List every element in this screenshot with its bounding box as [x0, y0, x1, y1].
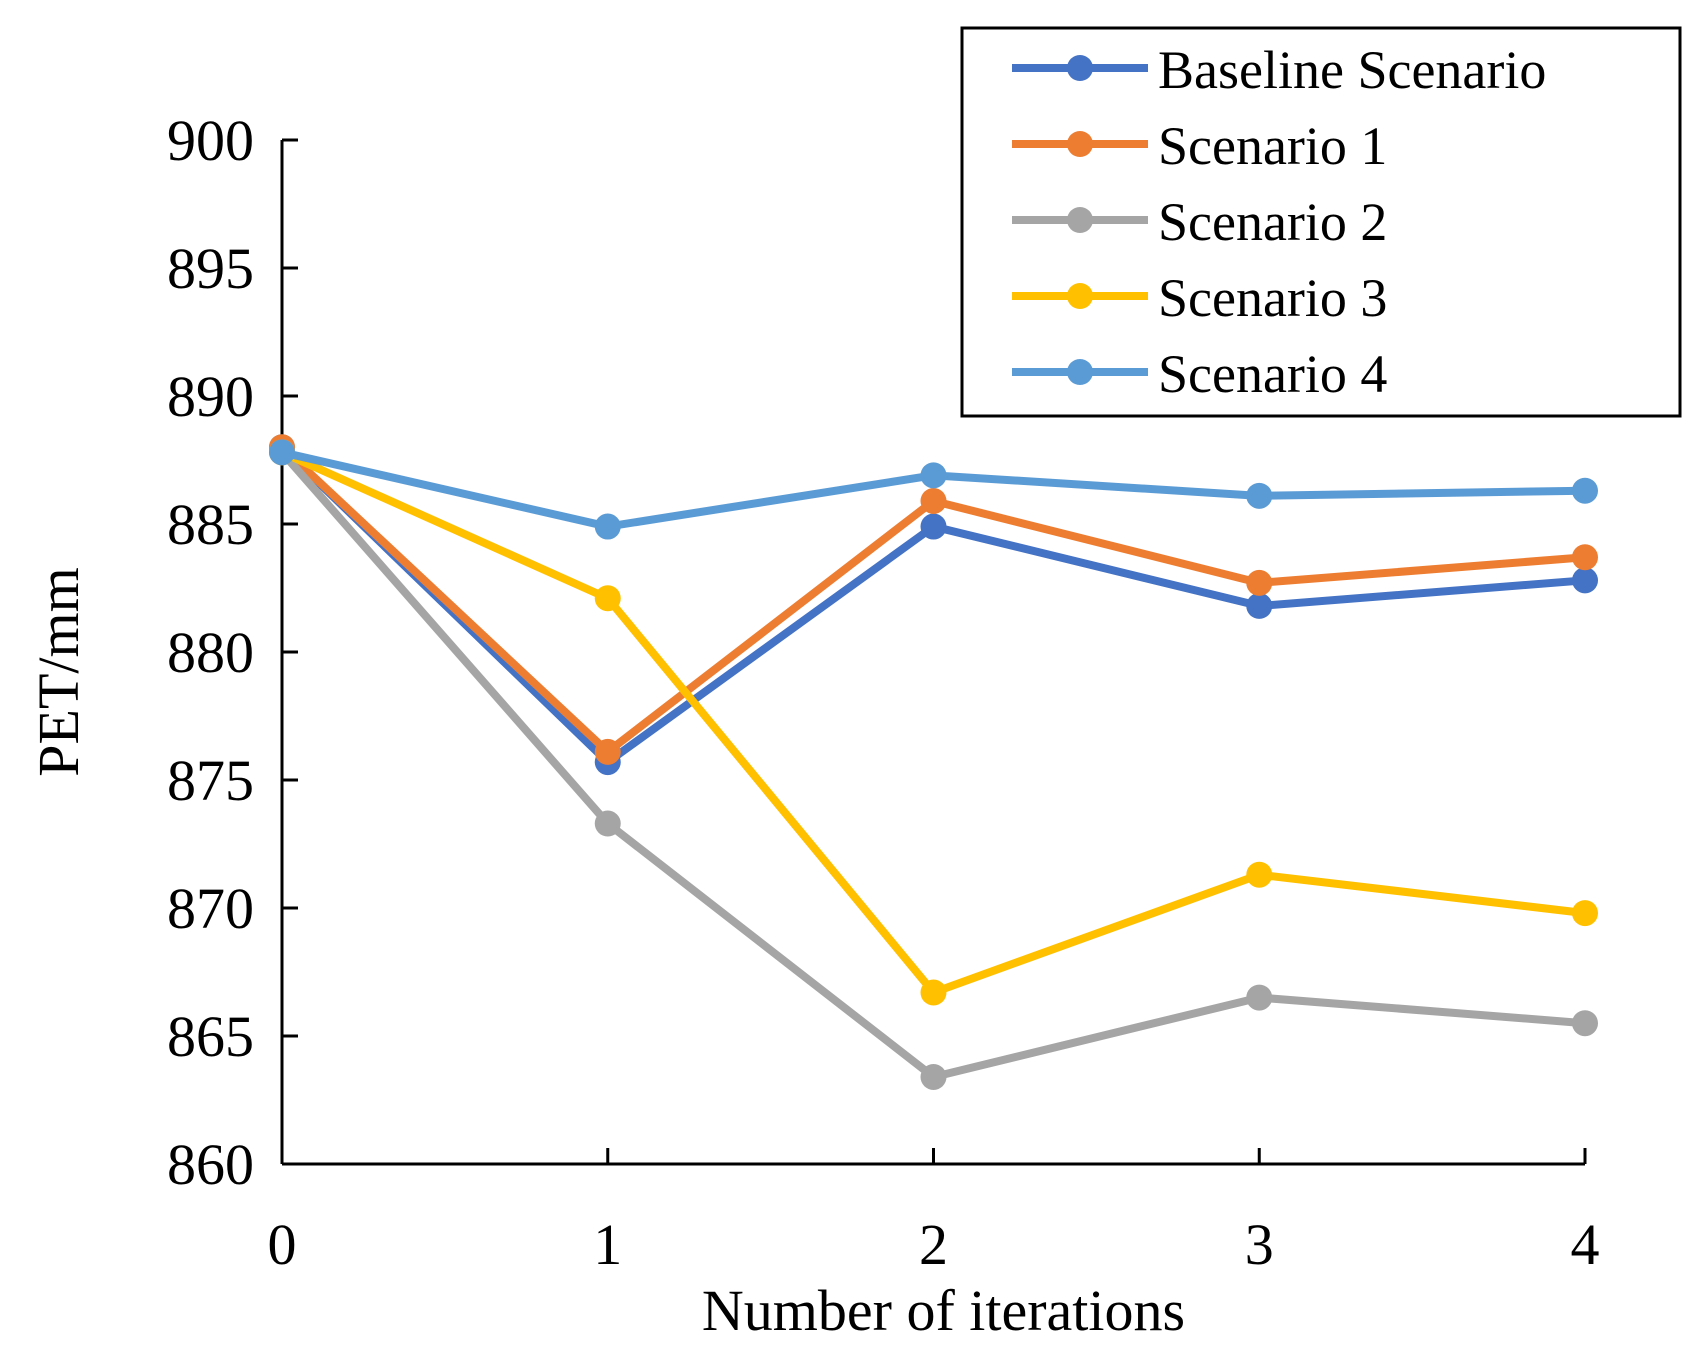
legend-entry: Scenario 2	[1012, 192, 1387, 252]
series-point	[920, 1063, 947, 1090]
legend-entry: Scenario 3	[1012, 268, 1387, 328]
y-axis-title: PET/mm	[26, 567, 91, 776]
x-tick-label: 0	[268, 1212, 297, 1277]
x-tick-label: 1	[593, 1212, 622, 1277]
y-tick-label: 870	[167, 876, 254, 941]
y-tick-label: 890	[167, 364, 254, 429]
series-point	[1572, 567, 1598, 594]
legend-swatch-marker	[1067, 283, 1093, 309]
legend-label: Scenario 4	[1158, 344, 1387, 404]
x-tick-label: 2	[919, 1212, 948, 1277]
legend-label: Scenario 1	[1158, 116, 1387, 176]
axes: 860 865 870 875 880 885 890 895 900 0 1 2 3 4 Number o…	[26, 108, 1600, 1343]
series-point	[1246, 861, 1273, 888]
legend-label: Scenario 2	[1158, 192, 1387, 252]
y-tick-label: 880	[167, 620, 254, 685]
series-point	[1572, 544, 1598, 571]
legend-entry: Scenario 1	[1012, 116, 1387, 176]
x-axis-title: Number of iterations	[702, 1278, 1185, 1343]
legend-swatch-marker	[1067, 131, 1093, 157]
series-point	[1246, 569, 1273, 596]
series-point	[920, 513, 947, 540]
series-point	[920, 979, 947, 1006]
series-4	[269, 439, 1598, 540]
y-tick-label: 895	[167, 236, 254, 301]
legend-swatch-marker	[1067, 359, 1093, 385]
y-tick-label: 865	[167, 1004, 254, 1069]
series-point	[594, 810, 621, 837]
legend-swatch-marker	[1067, 55, 1093, 81]
x-tick-label: 3	[1245, 1212, 1274, 1277]
series-point	[1246, 482, 1273, 509]
series-point	[1572, 900, 1598, 927]
x-tick-label: 4	[1571, 1212, 1600, 1277]
legend-label: Scenario 3	[1158, 268, 1387, 328]
series-point	[920, 462, 947, 489]
series-point	[1572, 1010, 1598, 1037]
legend-entry: Baseline Scenario	[1012, 40, 1546, 100]
y-tick-label: 875	[167, 748, 254, 813]
legend: Baseline Scenario Scenario 1 Scenario 2 Sce…	[960, 26, 1682, 418]
series-point	[594, 585, 621, 612]
series-layer	[269, 434, 1598, 1090]
series-point	[1572, 477, 1598, 504]
series-point	[594, 738, 621, 765]
y-tick-label: 885	[167, 492, 254, 557]
series-point	[1246, 592, 1273, 619]
series-point	[920, 487, 947, 514]
series-point	[269, 439, 295, 466]
legend-entry: Scenario 4	[1012, 344, 1387, 404]
series-point	[594, 513, 621, 540]
y-tick-label: 900	[167, 108, 254, 173]
legend-label: Baseline Scenario	[1158, 40, 1546, 100]
legend-swatch-marker	[1067, 207, 1093, 233]
y-tick-label: 860	[167, 1132, 254, 1197]
series-point	[1246, 984, 1273, 1011]
